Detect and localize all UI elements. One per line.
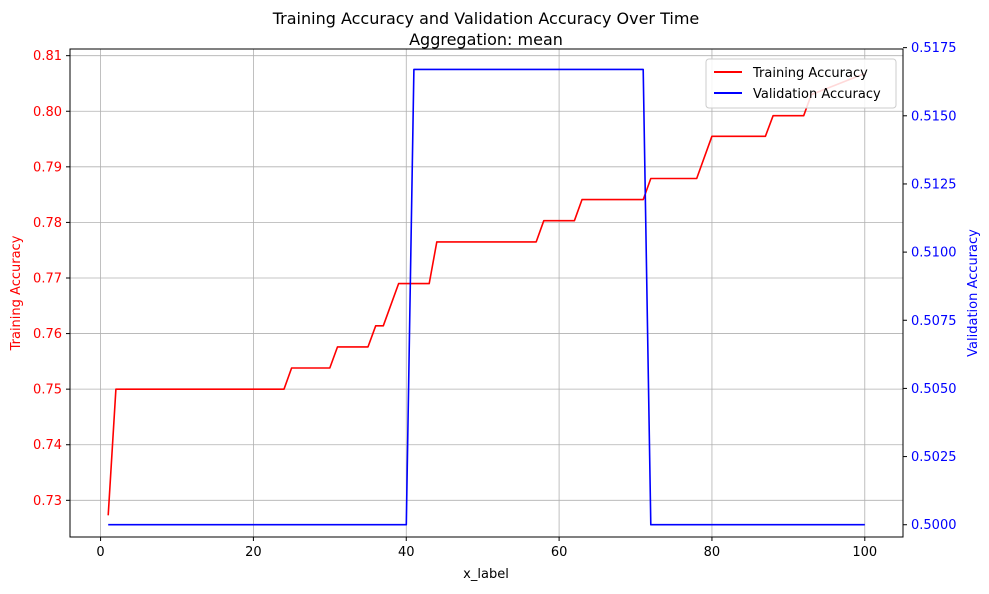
right-y-tick-label: 0.5100 [911, 246, 957, 261]
x-tick-label: 0 [96, 545, 104, 560]
right-y-tick-label: 0.5175 [911, 41, 957, 56]
left-y-tick-label: 0.77 [33, 271, 62, 286]
axis-ticks: 0 20 40 60 80 100 0.73 0.74 0.75 0.76 0.77 0.78 0.79… [33, 41, 956, 560]
left-y-tick-label: 0.79 [33, 160, 62, 175]
right-y-tick-label: 0.5050 [911, 382, 957, 397]
right-y-tick-label: 0.5125 [911, 177, 957, 192]
x-tick-label: 80 [704, 545, 721, 560]
series-line-validation-accuracy [108, 68, 865, 526]
x-tick-label: 20 [245, 545, 262, 560]
left-y-tick-label: 0.74 [33, 438, 62, 453]
chart-title: Training Accuracy and Validation Accurac… [272, 9, 700, 28]
x-tick-label: 100 [852, 545, 877, 560]
left-y-tick-label: 0.73 [33, 494, 62, 509]
left-y-tick-label: 0.80 [33, 105, 62, 120]
series-lines [107, 68, 866, 526]
left-y-tick-label: 0.78 [33, 216, 62, 231]
right-y-axis-label: Validation Accuracy [966, 229, 981, 357]
right-y-tick-label: 0.5025 [911, 450, 957, 465]
legend-label-validation: Validation Accuracy [753, 87, 881, 102]
x-tick-label: 60 [551, 545, 568, 560]
legend: Training Accuracy Validation Accuracy [705, 58, 897, 109]
grid-lines [70, 49, 903, 537]
plot-frame [69, 48, 904, 538]
legend-label-training: Training Accuracy [752, 66, 868, 81]
right-y-tick-label: 0.5150 [911, 109, 957, 124]
x-tick-label: 40 [398, 545, 415, 560]
left-y-tick-label: 0.81 [33, 49, 62, 64]
legend-box [705, 58, 897, 109]
x-axis-label: x_label [463, 567, 509, 582]
left-y-tick-label: 0.75 [33, 383, 62, 398]
left-y-axis-label: Training Accuracy [9, 235, 24, 351]
series-line-training-accuracy [107, 72, 866, 516]
left-y-tick-label: 0.76 [33, 327, 62, 342]
chart-subtitle: Aggregation: mean [409, 30, 563, 49]
right-y-tick-label: 0.5075 [911, 314, 957, 329]
right-y-tick-label: 0.5000 [911, 518, 957, 533]
